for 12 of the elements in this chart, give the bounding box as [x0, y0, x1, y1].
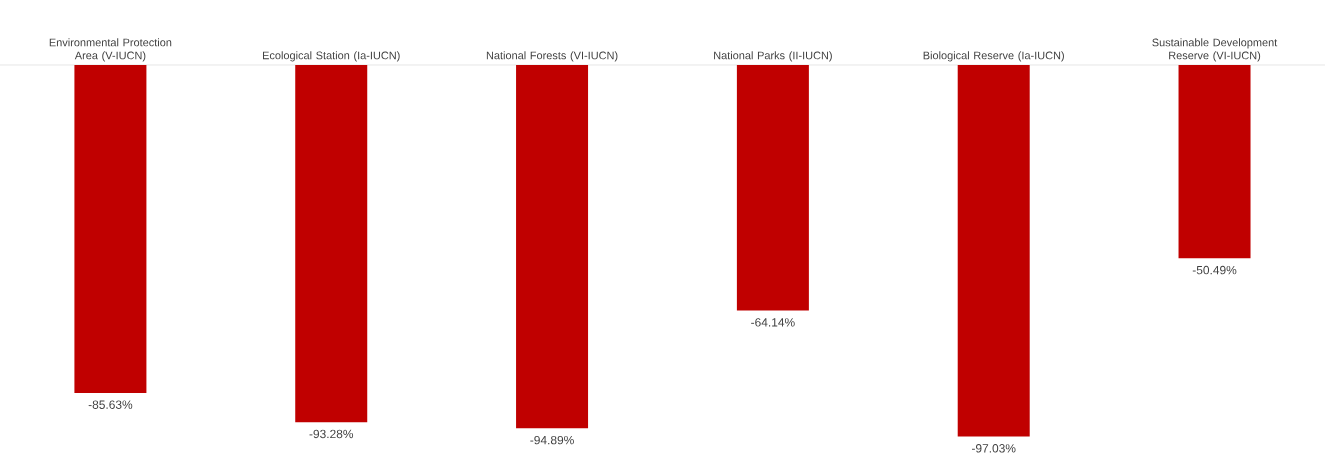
- data-label: -64.14%: [751, 318, 795, 327]
- x-tick-label: Biological Reserve (Ia-IUCN): [923, 51, 1064, 62]
- data-label: -85.63%: [88, 400, 133, 409]
- x-tick-label: National Forests (VI-IUCN): [486, 51, 618, 62]
- data-label: -94.89%: [530, 435, 574, 445]
- x-tick-label: Environmental Protection Area (V-IUCN): [49, 38, 172, 62]
- x-tick-label: National Parks (II-IUCN): [714, 51, 832, 62]
- data-label: -50.49%: [1192, 265, 1237, 275]
- x-tick-label: Ecological Station (Ia-IUCN): [263, 51, 400, 62]
- data-label: -93.28%: [309, 429, 354, 439]
- data-label: -97.03%: [971, 444, 1016, 453]
- x-tick-label: Sustainable Development Reserve (VI-IUCN): [1152, 38, 1278, 62]
